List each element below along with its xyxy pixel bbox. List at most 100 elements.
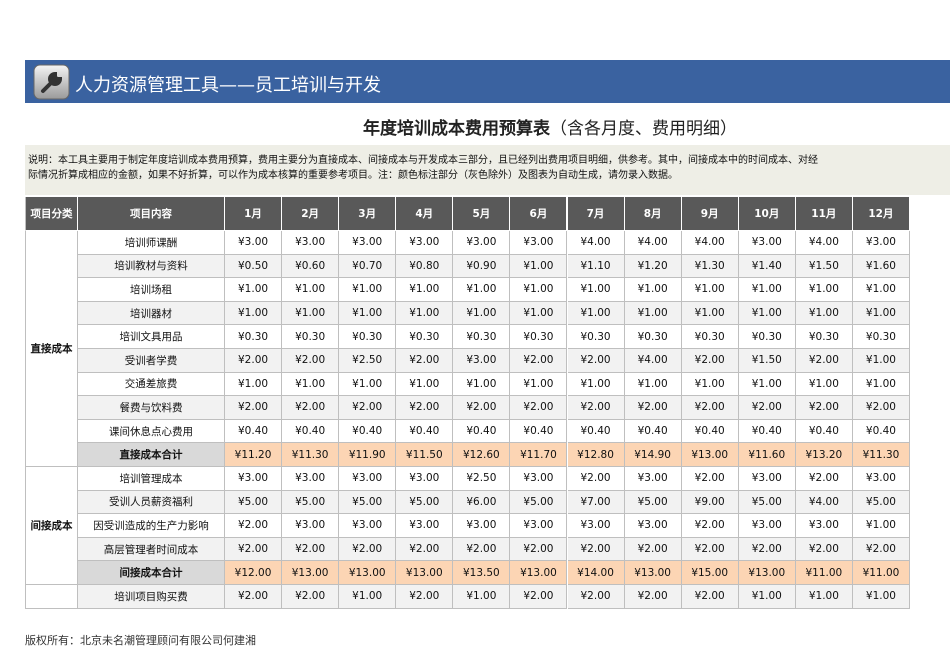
subtotal-value: ¥14.90 bbox=[624, 443, 682, 467]
subtotal-value: ¥13.20 bbox=[795, 443, 853, 467]
header-cell: 10月 bbox=[738, 197, 796, 231]
category-cell: 间接成本 bbox=[25, 467, 78, 585]
value-cell: ¥3.00 bbox=[510, 231, 568, 255]
value-cell: ¥1.00 bbox=[795, 278, 853, 302]
item-cell: 培训场租 bbox=[78, 278, 225, 302]
subtotal-value: ¥11.20 bbox=[225, 443, 283, 467]
value-cell: ¥4.00 bbox=[567, 231, 625, 255]
header-cell: 4月 bbox=[396, 197, 454, 231]
subtotal-value: ¥11.30 bbox=[852, 443, 910, 467]
value-cell: ¥2.00 bbox=[339, 537, 397, 562]
value-cell: ¥3.00 bbox=[624, 514, 682, 538]
value-cell: ¥3.00 bbox=[738, 467, 796, 491]
value-cell: ¥1.00 bbox=[738, 372, 796, 397]
value-cell: ¥0.30 bbox=[225, 325, 283, 349]
value-cell: ¥3.00 bbox=[453, 349, 511, 373]
value-cell: ¥2.00 bbox=[396, 537, 454, 562]
value-cell: ¥1.00 bbox=[738, 278, 796, 302]
value-cell: ¥0.30 bbox=[339, 325, 397, 349]
value-cell: ¥2.50 bbox=[453, 467, 511, 491]
value-cell: ¥1.00 bbox=[282, 372, 340, 397]
value-cell: ¥0.50 bbox=[225, 254, 283, 279]
value-cell: ¥5.00 bbox=[852, 490, 910, 515]
title-main: 年度培训成本费用预算表 bbox=[363, 119, 550, 139]
value-cell: ¥3.00 bbox=[567, 514, 625, 538]
value-cell: ¥1.00 bbox=[339, 301, 397, 326]
value-cell: ¥2.00 bbox=[282, 349, 340, 373]
description-line: 说明：本工具主要用于制定年度培训成本费用预算，费用主要分为直接成本、间接成本与开… bbox=[28, 155, 818, 166]
value-cell: ¥3.00 bbox=[624, 467, 682, 491]
subtotal-value: ¥11.50 bbox=[396, 443, 454, 467]
subtotal-label: 间接成本合计 bbox=[78, 561, 225, 585]
value-cell: ¥5.00 bbox=[624, 490, 682, 515]
header-bar bbox=[25, 60, 950, 103]
subtotal-value: ¥13.00 bbox=[396, 561, 454, 585]
value-cell: ¥5.00 bbox=[738, 490, 796, 515]
value-cell: ¥2.00 bbox=[225, 396, 283, 420]
value-cell: ¥3.00 bbox=[225, 231, 283, 255]
value-cell: ¥0.40 bbox=[852, 419, 910, 444]
value-cell: ¥1.00 bbox=[396, 372, 454, 397]
subtotal-value: ¥13.00 bbox=[738, 561, 796, 585]
description-box: 说明：本工具主要用于制定年度培训成本费用预算，费用主要分为直接成本、间接成本与开… bbox=[25, 145, 950, 195]
item-cell: 培训师课酬 bbox=[78, 231, 225, 255]
value-cell: ¥1.00 bbox=[567, 372, 625, 397]
value-cell: ¥7.00 bbox=[567, 490, 625, 515]
subtotal-label: 直接成本合计 bbox=[78, 443, 225, 467]
value-cell: ¥1.00 bbox=[624, 372, 682, 397]
header-cell: 3月 bbox=[339, 197, 397, 231]
value-cell: ¥5.00 bbox=[510, 490, 568, 515]
value-cell: ¥3.00 bbox=[282, 514, 340, 538]
value-cell: ¥2.00 bbox=[681, 514, 739, 538]
value-cell: ¥1.00 bbox=[738, 301, 796, 326]
item-cell: 交通差旅费 bbox=[78, 372, 225, 397]
value-cell: ¥1.00 bbox=[453, 278, 511, 302]
value-cell: ¥3.00 bbox=[339, 514, 397, 538]
value-cell: ¥2.00 bbox=[339, 396, 397, 420]
value-cell: ¥0.30 bbox=[567, 325, 625, 349]
value-cell: ¥1.00 bbox=[795, 301, 853, 326]
value-cell: ¥0.90 bbox=[453, 254, 511, 279]
item-cell: 培训文具用品 bbox=[78, 325, 225, 349]
value-cell: ¥1.00 bbox=[453, 372, 511, 397]
value-cell: ¥0.30 bbox=[681, 325, 739, 349]
subtotal-value: ¥13.00 bbox=[510, 561, 568, 585]
subtotal-value: ¥12.00 bbox=[225, 561, 283, 585]
value-cell: ¥1.00 bbox=[282, 278, 340, 302]
value-cell: ¥1.00 bbox=[852, 585, 910, 609]
value-cell: ¥0.80 bbox=[396, 254, 454, 279]
value-cell: ¥0.30 bbox=[624, 325, 682, 349]
value-cell: ¥2.00 bbox=[795, 537, 853, 562]
value-cell: ¥0.30 bbox=[282, 325, 340, 349]
value-cell: ¥5.00 bbox=[339, 490, 397, 515]
value-cell: ¥2.00 bbox=[396, 396, 454, 420]
value-cell: ¥3.00 bbox=[396, 514, 454, 538]
value-cell: ¥6.00 bbox=[453, 490, 511, 515]
value-cell: ¥0.40 bbox=[738, 419, 796, 444]
value-cell: ¥4.00 bbox=[795, 231, 853, 255]
tool-icon bbox=[33, 64, 70, 100]
item-cell: 因受训造成的生产力影响 bbox=[78, 514, 225, 538]
value-cell: ¥1.40 bbox=[738, 254, 796, 279]
value-cell: ¥0.30 bbox=[738, 325, 796, 349]
item-cell: 餐费与饮料费 bbox=[78, 396, 225, 420]
value-cell: ¥1.00 bbox=[852, 349, 910, 373]
value-cell: ¥1.30 bbox=[681, 254, 739, 279]
subtotal-value: ¥15.00 bbox=[681, 561, 739, 585]
value-cell: ¥5.00 bbox=[396, 490, 454, 515]
value-cell: ¥3.00 bbox=[738, 231, 796, 255]
value-cell: ¥1.50 bbox=[738, 349, 796, 373]
value-cell: ¥2.00 bbox=[453, 537, 511, 562]
value-cell: ¥1.00 bbox=[225, 301, 283, 326]
value-cell: ¥4.00 bbox=[624, 231, 682, 255]
value-cell: ¥2.00 bbox=[510, 349, 568, 373]
title-note: （含各月度、费用明细） bbox=[550, 119, 737, 139]
value-cell: ¥3.00 bbox=[225, 467, 283, 491]
header-cell: 项目分类 bbox=[25, 197, 78, 231]
value-cell: ¥1.00 bbox=[852, 278, 910, 302]
value-cell: ¥1.00 bbox=[510, 301, 568, 326]
value-cell: ¥1.00 bbox=[795, 585, 853, 609]
value-cell: ¥0.70 bbox=[339, 254, 397, 279]
value-cell: ¥2.50 bbox=[339, 349, 397, 373]
